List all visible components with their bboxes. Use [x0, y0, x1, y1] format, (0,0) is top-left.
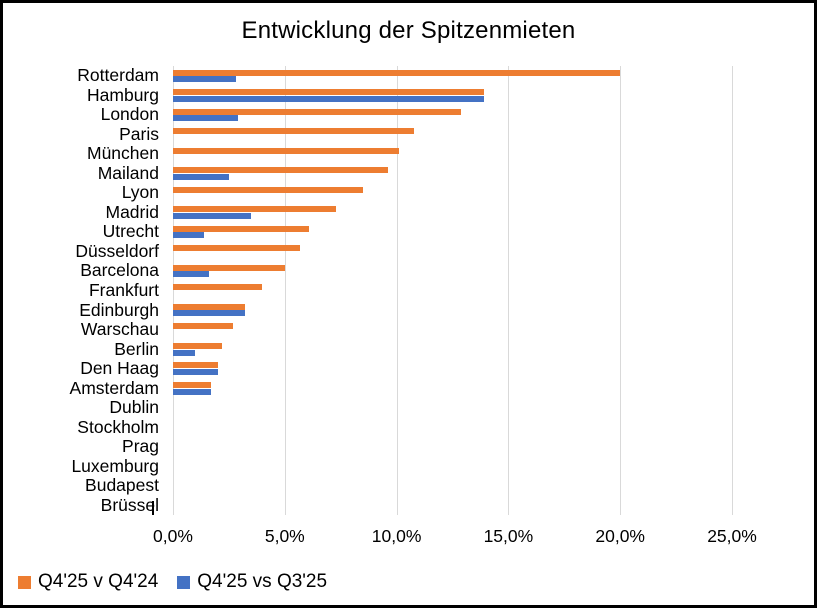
x-tick-label: 25,0%	[707, 526, 757, 546]
bar-series2	[173, 232, 205, 239]
bar-series1	[173, 108, 462, 115]
category-axis-tick	[152, 501, 154, 515]
category-label: Warschau	[80, 319, 159, 340]
bar-series1	[173, 186, 364, 193]
bar-series1	[173, 167, 388, 174]
bar-series2	[173, 212, 252, 219]
category-label: Frankfurt	[88, 280, 159, 300]
legend-label: Q4'25 v Q4'24	[38, 571, 159, 592]
category-label: Berlin	[114, 338, 159, 359]
bar-series1	[173, 206, 337, 213]
bar-series2	[173, 349, 196, 356]
bar-series1	[173, 342, 223, 349]
gridline	[396, 66, 398, 515]
category-label: Stockholm	[77, 416, 159, 437]
gridline	[732, 66, 733, 515]
bar-series1	[173, 264, 285, 271]
category-label: Budapest	[85, 475, 159, 496]
x-tick-label: 5,0%	[264, 526, 305, 546]
gridline	[508, 66, 510, 515]
bar-series2	[173, 115, 238, 122]
bar-series1	[173, 381, 211, 388]
category-axis-labels: Rotterdam Hamburg London Paris München Mailan…	[3, 65, 160, 515]
legend: Q4'25 v Q4'24 Q4'25 vs Q3'25	[18, 569, 327, 595]
category-label: Prag	[122, 436, 159, 457]
category-label: Edinburgh	[79, 299, 159, 320]
x-tick-label: 15,0%	[483, 526, 534, 546]
x-tick-label: 10,0%	[371, 526, 422, 546]
bar-series2	[173, 310, 245, 317]
category-label: Paris	[119, 123, 159, 144]
category-label: München	[87, 143, 159, 164]
bar-series1	[173, 323, 234, 330]
legend-item: Q4'25 vs Q3'25	[177, 571, 327, 593]
category-label: Barcelona	[80, 260, 159, 281]
category-label: Düsseldorf	[75, 240, 159, 261]
x-tick-label: 0,0%	[153, 526, 193, 546]
bar-series2	[173, 388, 211, 395]
bar-series1	[173, 245, 301, 252]
category-label: Den Haag	[80, 358, 159, 379]
gridline	[284, 66, 286, 515]
x-axis-tick-labels: 0,0% 5,0% 10,0% 15,0% 20,0% 25,0%	[3, 526, 814, 548]
category-label: Brüssel	[100, 494, 159, 515]
bar-series2	[173, 271, 209, 278]
bar-series1	[173, 225, 310, 232]
bar-series1	[173, 128, 415, 135]
category-label: Hamburg	[87, 84, 159, 105]
gridline	[620, 66, 622, 515]
category-label: Dublin	[109, 397, 159, 418]
bar-series1	[173, 69, 621, 76]
legend-label: Q4'25 vs Q3'25	[197, 571, 328, 592]
legend-item: Q4'25 v Q4'24	[18, 571, 158, 593]
gridline	[173, 66, 174, 515]
category-label: London	[100, 104, 159, 125]
category-label: Madrid	[105, 201, 160, 222]
x-tick-label: 20,0%	[595, 526, 645, 546]
category-label: Luxemburg	[71, 455, 159, 476]
bar-series2	[173, 369, 218, 376]
bar-series1	[173, 362, 218, 369]
bar-series1	[173, 147, 399, 154]
plot-area	[173, 66, 733, 515]
bar-series2	[173, 173, 229, 180]
bar-series1	[173, 89, 484, 96]
chart-title: Entwicklung der Spitzenmieten	[241, 17, 576, 44]
category-label: Rotterdam	[77, 65, 159, 86]
bar-series1	[173, 303, 245, 310]
category-label: Amsterdam	[69, 377, 159, 398]
category-label: Lyon	[121, 182, 159, 203]
legend-swatch-icon	[18, 575, 31, 589]
bar-series1	[173, 284, 263, 291]
bar-series2	[173, 95, 484, 102]
category-label: Mailand	[97, 162, 159, 183]
bar-series2	[173, 76, 236, 83]
category-label: Utrecht	[102, 221, 159, 242]
legend-swatch-icon	[177, 575, 191, 589]
